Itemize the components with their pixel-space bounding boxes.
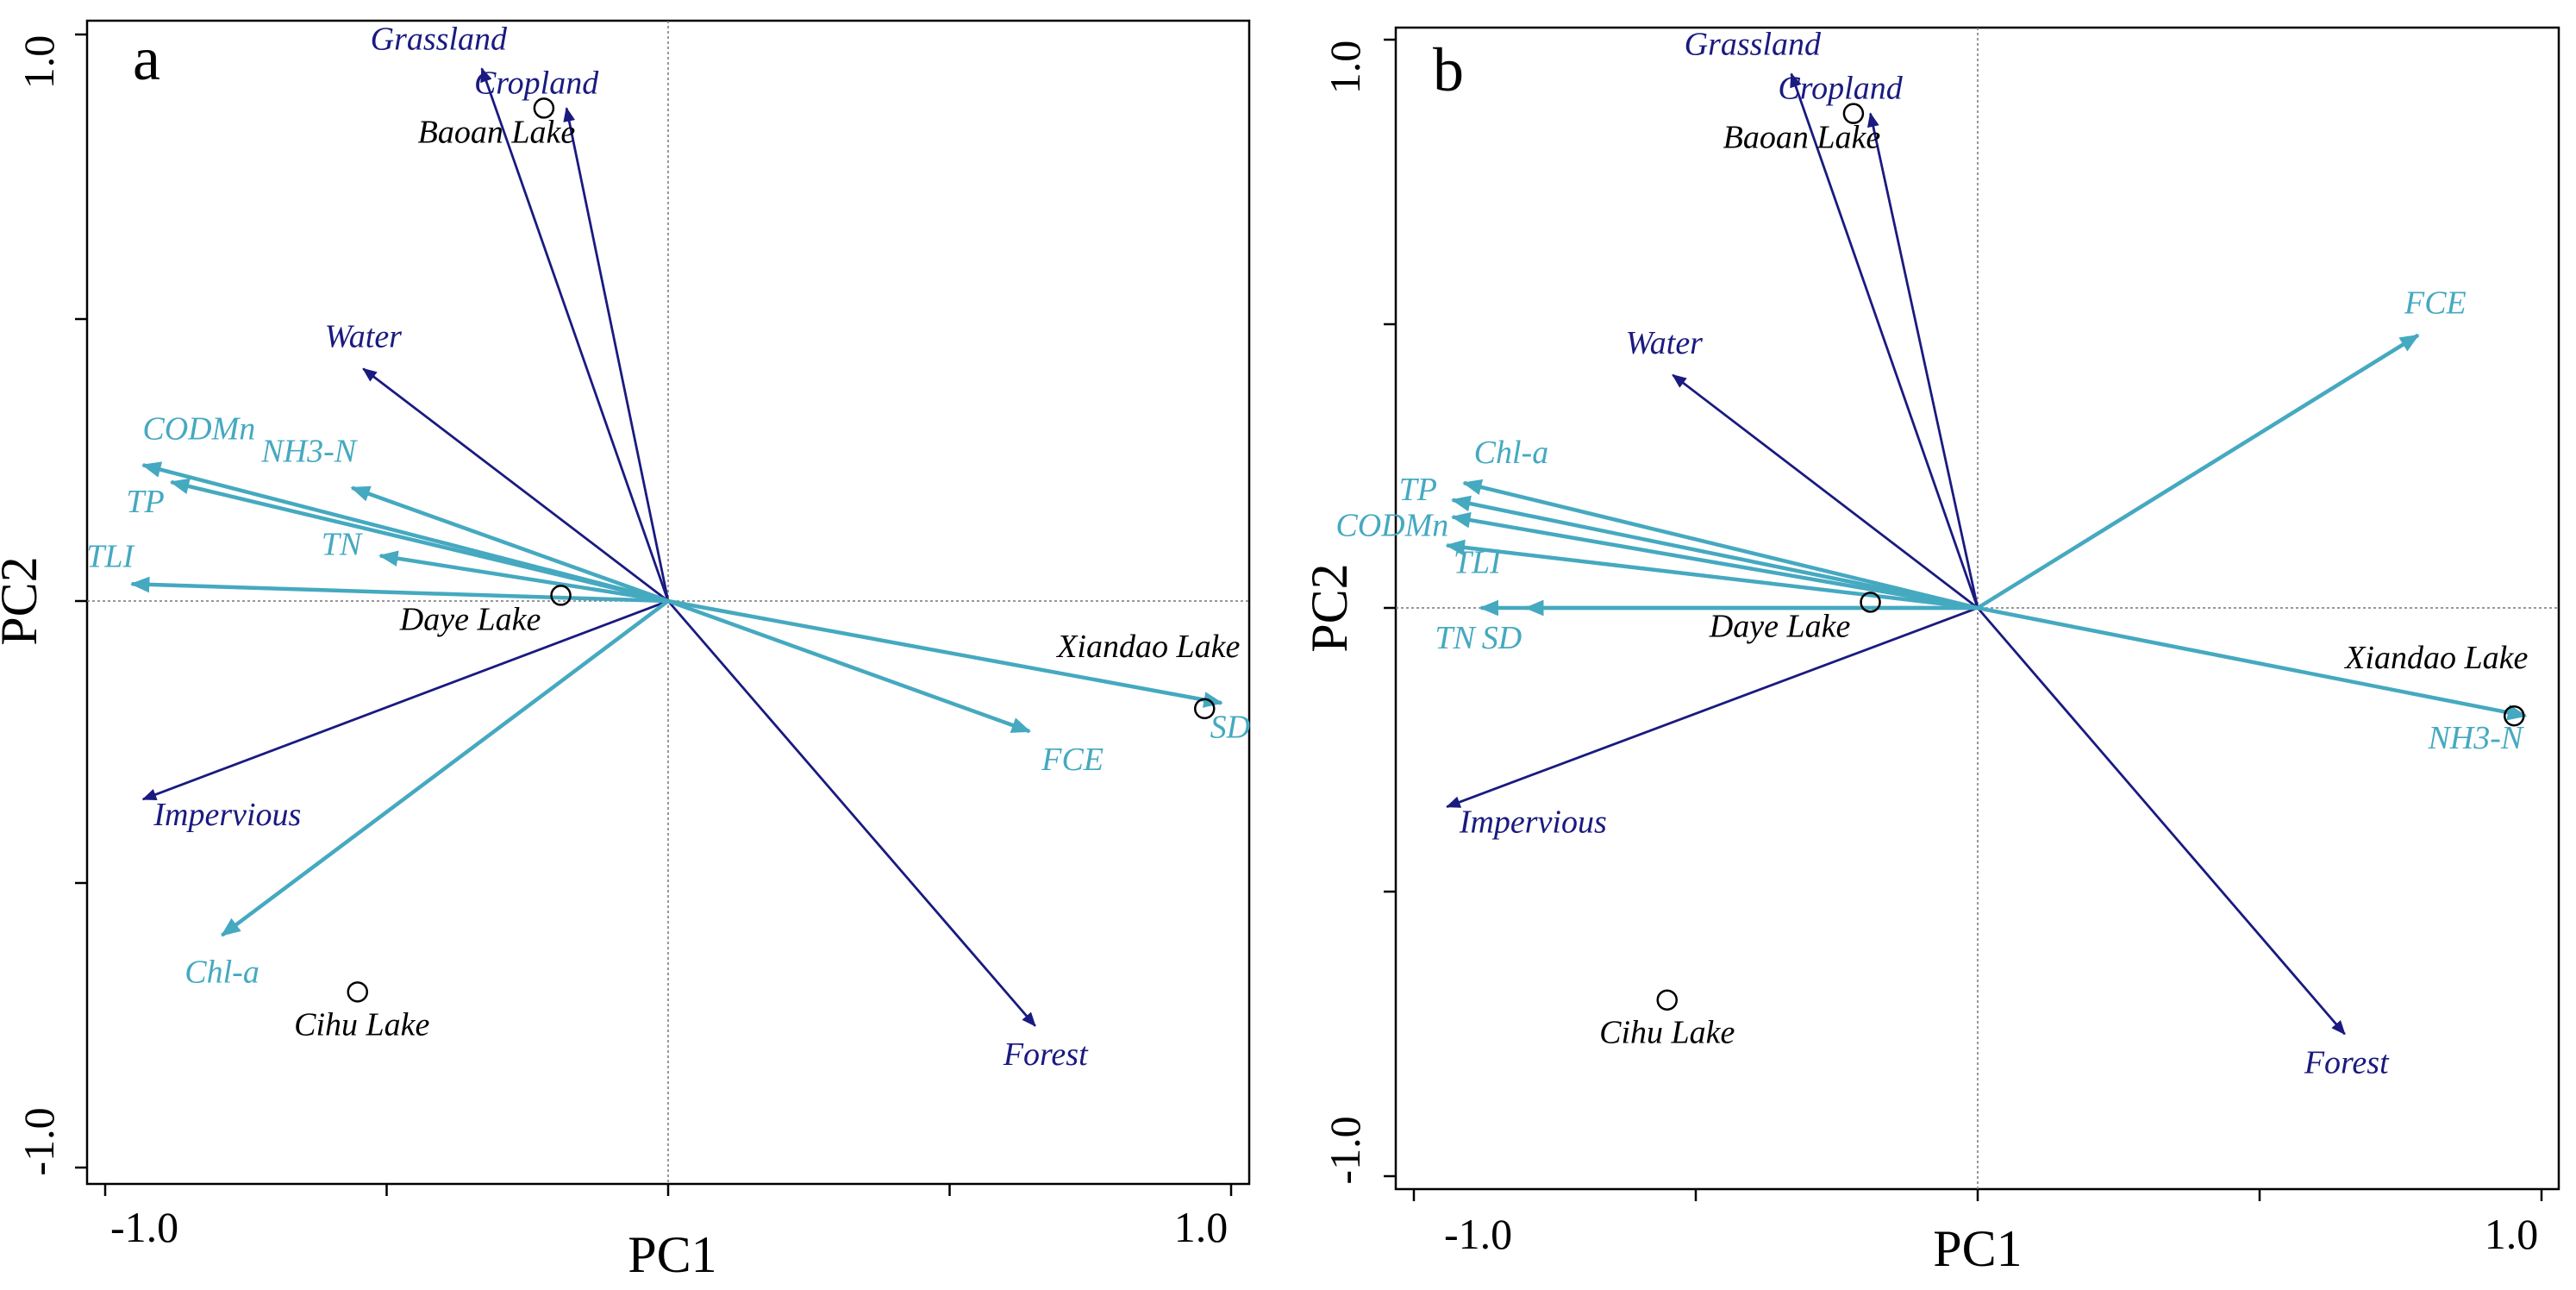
vector-arrow-tp <box>169 478 669 604</box>
vector-arrow-nh3-n <box>350 485 669 604</box>
site-label-baoan-lake: Baoan Lake <box>418 114 576 150</box>
biplot-panel-a: -1.0 1.0 1.0 -1.0 PC1 PC2 a Grassland Cropland Wa… <box>0 19 1251 1283</box>
vector-arrow-grassland <box>1790 72 1979 609</box>
panel-label: a <box>133 24 160 93</box>
vector-arrow-tn <box>378 550 669 604</box>
vector-arrow-tp <box>1451 495 1979 611</box>
vector-arrow-water <box>1672 373 1979 610</box>
vector-arrow-forest <box>666 600 1036 1027</box>
vector-label-fce: FCE <box>2404 285 2467 322</box>
vector-label-grassland: Grassland <box>1685 27 1822 63</box>
y-axis-title: PC2 <box>0 556 47 645</box>
site-label-cihu-lake: Cihu Lake <box>294 1006 429 1043</box>
vector-label-sd: SD <box>1210 709 1250 745</box>
x-tick-label: 1.0 <box>1174 1203 1229 1251</box>
vector-label-tli: TLI <box>86 538 135 574</box>
vector-label-tp: TP <box>1399 472 1437 508</box>
site-label-daye-lake: Daye Lake <box>1709 608 1851 644</box>
y-tick-label: 1.0 <box>15 35 63 90</box>
x-tick-label: -1.0 <box>110 1203 178 1251</box>
site-label-xiandao-lake: Xiandao Lake <box>2343 640 2528 676</box>
vector-label-codmn: CODMn <box>142 410 255 447</box>
vector-label-chl-a: Chl-a <box>184 955 259 991</box>
vector-label-sd: SD <box>1482 620 1522 656</box>
vector-arrow-cropland <box>563 107 670 602</box>
vector-label-cropland: Cropland <box>474 65 599 101</box>
site-point-xiandao-lake <box>1194 698 1216 720</box>
vector-arrow-codmn <box>1451 511 1979 611</box>
vector-label-forest: Forest <box>1003 1036 1089 1073</box>
site-point-cihu-lake <box>1656 989 1678 1011</box>
biplot-panel-b: -1.0 1.0 1.0 -1.0 PC1 PC2 b Grassland Cropland Wa… <box>1301 27 2560 1277</box>
vector-arrow-chl-a <box>221 599 670 937</box>
vector-label-tli: TLI <box>1454 545 1503 581</box>
site-point-daye-lake <box>1860 592 1881 613</box>
y-tick-label: -1.0 <box>15 1107 63 1175</box>
vector-arrow-fce <box>667 598 1031 734</box>
vector-label-water: Water <box>1626 325 1704 361</box>
site-point-xiandao-lake <box>2504 704 2525 727</box>
vector-label-nh3-n: NH3-N <box>260 434 358 470</box>
vector-arrow-tli <box>1445 539 1979 611</box>
vector-arrow-impervious <box>1445 606 1979 808</box>
x-axis-title: PC1 <box>628 1226 716 1283</box>
vector-label-tn: TN <box>1435 620 1477 656</box>
vector-arrow-tli <box>129 576 669 604</box>
vector-label-grassland: Grassland <box>371 21 508 57</box>
site-label-baoan-lake: Baoan Lake <box>1723 120 1881 156</box>
site-label-cihu-lake: Cihu Lake <box>1599 1015 1735 1051</box>
x-axis-title: PC1 <box>1933 1220 2022 1277</box>
vector-label-water: Water <box>325 319 403 355</box>
vector-label-fce: FCE <box>1041 742 1104 778</box>
y-tick-label: 1.0 <box>1321 41 1369 95</box>
vector-arrow-cropland <box>1866 112 1979 609</box>
site-point-baoan-lake <box>1842 103 1865 124</box>
vector-label-cropland: Cropland <box>1778 71 1903 107</box>
vector-label-tp: TP <box>126 484 164 520</box>
vector-label-nh3-n: NH3-N <box>2427 720 2524 756</box>
vector-arrow-fce <box>1976 333 2420 610</box>
vector-arrow-nh3-n <box>1977 605 2528 721</box>
panel-label: b <box>1433 35 1464 104</box>
y-axis-title: PC2 <box>1301 563 1358 652</box>
site-point-daye-lake <box>550 585 572 606</box>
vector-arrow-grassland <box>480 67 670 602</box>
site-label-xiandao-lake: Xiandao Lake <box>1055 629 1240 665</box>
vector-arrow-forest <box>1976 607 2346 1036</box>
vector-label-chl-a: Chl-a <box>1474 435 1549 471</box>
vector-label-tn: TN <box>322 526 364 562</box>
vector-label-forest: Forest <box>2304 1044 2390 1080</box>
vector-arrow-water <box>362 367 669 603</box>
vector-arrow-impervious <box>141 599 669 801</box>
vector-arrow-sd <box>667 598 1223 708</box>
x-tick-label: -1.0 <box>1444 1210 1512 1258</box>
site-label-daye-lake: Daye Lake <box>399 601 541 637</box>
vector-label-impervious: Impervious <box>153 797 301 833</box>
x-tick-label: 1.0 <box>2485 1210 2539 1258</box>
site-point-cihu-lake <box>347 981 368 1003</box>
vector-label-codmn: CODMn <box>1335 508 1448 544</box>
vector-arrow-chl-a <box>1462 479 1979 611</box>
vector-label-impervious: Impervious <box>1459 805 1607 841</box>
y-tick-label: -1.0 <box>1321 1116 1369 1184</box>
site-point-baoan-lake <box>533 97 555 119</box>
